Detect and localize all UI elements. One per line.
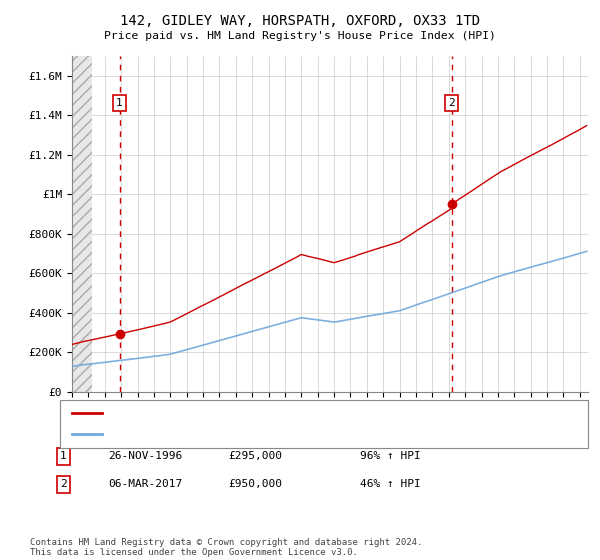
Text: Price paid vs. HM Land Registry's House Price Index (HPI): Price paid vs. HM Land Registry's House …: [104, 31, 496, 41]
Text: Contains HM Land Registry data © Crown copyright and database right 2024.
This d: Contains HM Land Registry data © Crown c…: [30, 538, 422, 557]
Text: HPI: Average price, detached house, South Oxfordshire: HPI: Average price, detached house, Sout…: [108, 429, 419, 439]
Text: 2: 2: [60, 479, 67, 489]
Text: £950,000: £950,000: [228, 479, 282, 489]
Text: 26-NOV-1996: 26-NOV-1996: [108, 451, 182, 461]
Text: 1: 1: [60, 451, 67, 461]
Bar: [72, 56, 92, 392]
Text: 06-MAR-2017: 06-MAR-2017: [108, 479, 182, 489]
Text: 96% ↑ HPI: 96% ↑ HPI: [360, 451, 421, 461]
Text: £295,000: £295,000: [228, 451, 282, 461]
Text: 1: 1: [116, 98, 123, 108]
Text: 142, GIDLEY WAY, HORSPATH, OXFORD, OX33 1TD (detached house): 142, GIDLEY WAY, HORSPATH, OXFORD, OX33 …: [108, 408, 461, 418]
Text: 142, GIDLEY WAY, HORSPATH, OXFORD, OX33 1TD: 142, GIDLEY WAY, HORSPATH, OXFORD, OX33 …: [120, 14, 480, 28]
Text: 2: 2: [448, 98, 455, 108]
Text: 46% ↑ HPI: 46% ↑ HPI: [360, 479, 421, 489]
